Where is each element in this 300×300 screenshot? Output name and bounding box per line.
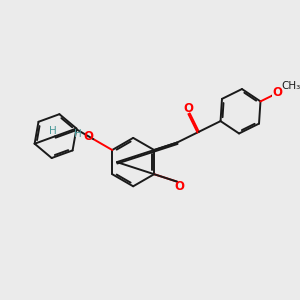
- Text: O: O: [273, 86, 283, 99]
- Text: O: O: [175, 180, 185, 193]
- Text: O: O: [183, 102, 194, 115]
- Text: O: O: [84, 130, 94, 143]
- Text: H: H: [74, 129, 81, 140]
- Text: H: H: [49, 126, 57, 136]
- Text: CH₃: CH₃: [281, 81, 300, 91]
